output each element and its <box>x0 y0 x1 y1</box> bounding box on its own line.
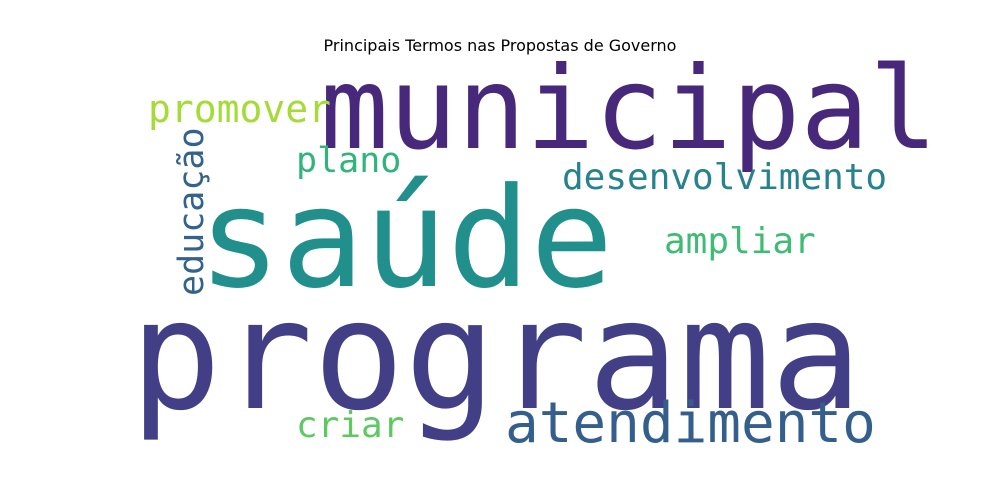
word-programa: programa <box>130 267 863 444</box>
word-ampliar: ampliar <box>664 221 816 262</box>
word-criar: criar <box>296 405 405 446</box>
word-atendimento: atendimento <box>505 391 876 456</box>
word-saude: saúde <box>198 158 614 319</box>
word-promover: promover <box>148 87 332 131</box>
chart-title: Principais Termos nas Propostas de Gover… <box>323 36 677 55</box>
word-plano: plano <box>296 141 402 181</box>
word-desenvolvimento: desenvolvimento <box>562 157 888 198</box>
word-educacao: educação <box>172 127 212 296</box>
word-municipal: municipal <box>320 42 938 175</box>
